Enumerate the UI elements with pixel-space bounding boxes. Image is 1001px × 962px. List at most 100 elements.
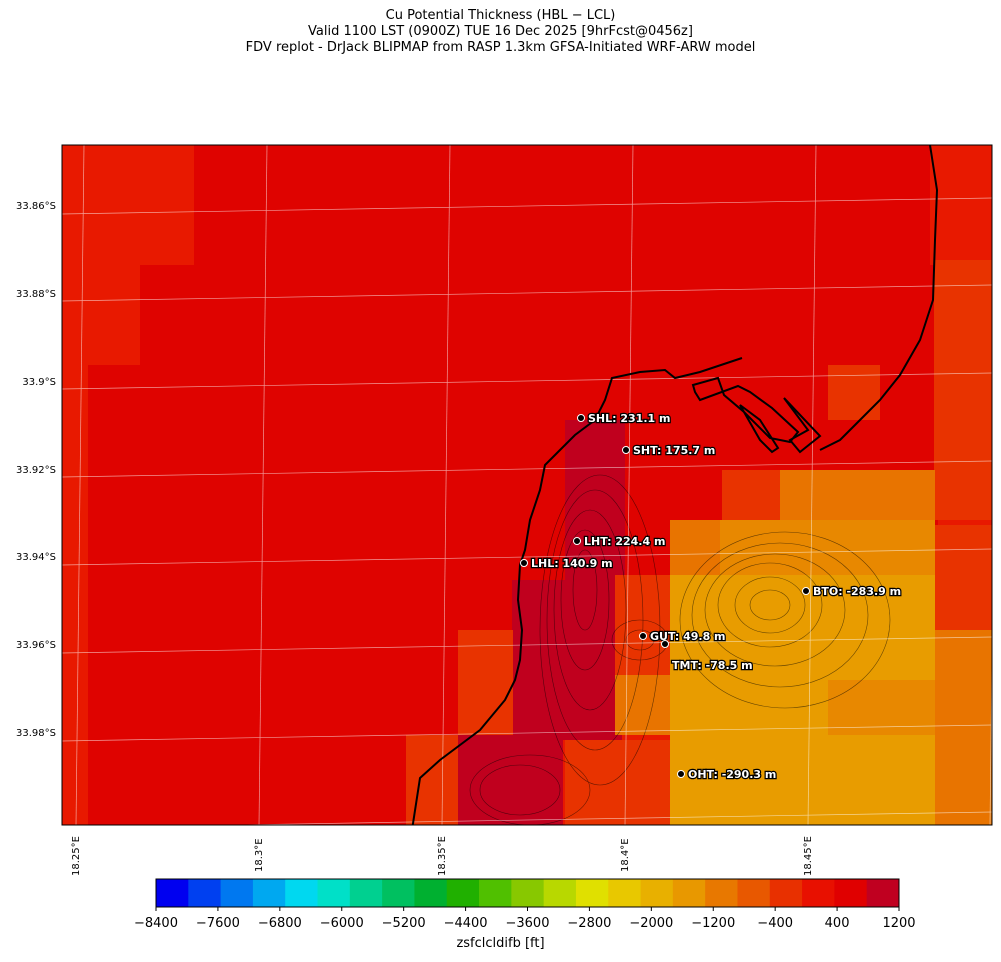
field-cell — [780, 470, 935, 520]
field-cell — [458, 630, 513, 735]
colorbar-tick-label: −7600 — [195, 916, 240, 931]
colorbar-tick-label: −2800 — [567, 916, 612, 931]
colorbar-swatch — [317, 879, 351, 907]
field-cell — [615, 575, 670, 675]
colorbar-swatch — [349, 879, 383, 907]
field-cell — [512, 580, 622, 740]
station-label: SHT: 175.7 m — [633, 444, 715, 457]
gridline — [75, 145, 85, 825]
field-cell — [935, 525, 992, 630]
gridline — [62, 636, 992, 654]
station-marker — [639, 632, 647, 640]
station-label: OHT: -290.3 m — [688, 768, 776, 781]
colorbar-swatch — [479, 879, 512, 907]
colorbar-swatch — [672, 879, 706, 907]
colorbar — [155, 878, 900, 911]
field-cell — [670, 680, 828, 735]
lat-tick: 33.92°S — [16, 465, 56, 476]
colorbar-tick-label: −400 — [757, 916, 794, 931]
colorbar-tick-label: −3600 — [505, 916, 550, 931]
colorbar-tick-label: 1200 — [882, 916, 916, 931]
field-cell — [565, 420, 625, 580]
colorbar-swatch — [156, 879, 189, 907]
lat-tick: 33.88°S — [16, 289, 56, 300]
field-cell — [934, 420, 992, 520]
station-marker — [802, 587, 810, 595]
station-label: TMT: -78.5 m — [672, 659, 753, 672]
station-label: LHL: 140.9 m — [531, 557, 613, 570]
title-line-3: FDV replot - DrJack BLIPMAP from RASP 1.… — [245, 40, 756, 55]
field-cell — [935, 630, 992, 825]
station-marker — [677, 770, 685, 778]
lat-lon-gridlines — [62, 145, 992, 825]
gridline — [62, 284, 992, 302]
field-cell — [828, 365, 880, 420]
colorbar-swatch — [575, 879, 609, 907]
lat-tick: 33.94°S — [16, 552, 56, 563]
coastline-north — [819, 145, 939, 451]
gridline — [62, 197, 992, 215]
colorbar-tick-label: −1200 — [691, 916, 736, 931]
lat-tick: 33.86°S — [16, 201, 56, 212]
colorbar-swatch — [446, 879, 480, 907]
cu-thickness-field — [62, 145, 992, 825]
contour-line — [469, 754, 591, 825]
colorbar-swatch — [543, 879, 577, 907]
contour-line — [734, 576, 806, 634]
colorbar-swatch — [769, 879, 803, 907]
colorbar-tick-label: −4400 — [443, 916, 488, 931]
gridline — [216, 811, 992, 825]
colorbar-swatch — [252, 879, 286, 907]
field-cell — [194, 145, 930, 265]
field-cell — [140, 265, 934, 365]
terrain-contours — [469, 474, 891, 825]
gridline — [441, 145, 451, 825]
lon-tick: 18.4°E — [620, 838, 631, 872]
colorbar-swatch — [285, 879, 319, 907]
lat-tick: 33.98°S — [16, 728, 56, 739]
lon-tick: 18.3°E — [254, 838, 265, 872]
station-marker — [622, 446, 630, 454]
station-marker — [520, 559, 528, 567]
field-cell — [828, 680, 935, 735]
title-line-2: Valid 1100 LST (0900Z) TUE 16 Dec 2025 [… — [308, 24, 693, 39]
field-cell — [88, 365, 934, 465]
colorbar-tick-label: −6000 — [319, 916, 364, 931]
colorbar-tick-label: 400 — [824, 916, 850, 931]
colorbar-swatch — [705, 879, 738, 907]
contour-line — [553, 509, 627, 711]
plot-frame — [61, 144, 993, 826]
contour-line — [539, 474, 661, 786]
contour-line — [611, 619, 669, 661]
colorbar-swatch — [640, 879, 674, 907]
colorbar-label: zsfclcldifb [ft] — [456, 936, 545, 951]
gridline — [989, 625, 992, 825]
contour-line — [560, 529, 610, 671]
gridline — [62, 460, 992, 478]
colorbar-swatch — [737, 879, 771, 907]
field-cell — [565, 740, 670, 825]
field-cell — [458, 735, 563, 825]
contour-line — [704, 553, 846, 667]
colorbar-swatch — [188, 879, 222, 907]
colorbar-swatch — [414, 879, 448, 907]
station-marker — [573, 537, 581, 545]
colorbar-tick-label: −2000 — [629, 916, 674, 931]
lat-tick: 33.96°S — [16, 640, 56, 651]
field-cell — [670, 575, 935, 630]
lon-tick: 18.25°E — [71, 836, 82, 876]
field-cell — [88, 735, 406, 825]
contour-line — [625, 629, 655, 651]
contour-line — [572, 549, 598, 631]
field-cell — [934, 260, 992, 420]
station-label: SHL: 231.1 m — [588, 412, 670, 425]
station-markers: SHL: 231.1 m SHT: 175.7 m LHT: 224.4 m LHL:… — [520, 411, 902, 782]
contour-line — [691, 542, 869, 688]
colorbar-swatch — [382, 879, 415, 907]
colorbar-tick-label: −5200 — [381, 916, 426, 931]
station-label: GUT: 49.8 m — [650, 630, 726, 643]
field-cell — [720, 520, 935, 575]
gridline — [807, 145, 817, 825]
gridline — [62, 372, 992, 390]
